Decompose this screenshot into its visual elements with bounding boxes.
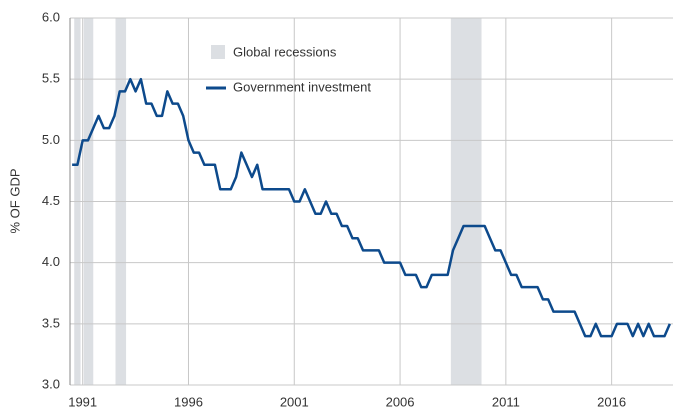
legend-swatch bbox=[211, 45, 225, 59]
y-tick-label: 6.0 bbox=[42, 9, 60, 24]
x-tick-label: 2016 bbox=[597, 394, 626, 409]
x-tick-label: 1996 bbox=[174, 394, 203, 409]
y-tick-label: 5.5 bbox=[42, 71, 60, 86]
x-tick-label: 1991 bbox=[68, 394, 97, 409]
x-tick-label: 2011 bbox=[492, 394, 520, 409]
y-tick-label: 5.0 bbox=[42, 132, 60, 147]
y-axis-label: % OF GDP bbox=[7, 168, 22, 233]
y-tick-label: 4.5 bbox=[42, 193, 60, 208]
legend-label: Global recessions bbox=[233, 44, 337, 59]
data-line bbox=[72, 77, 671, 338]
x-tick-label: 2006 bbox=[386, 394, 415, 409]
y-tick-label: 4.0 bbox=[42, 254, 60, 269]
y-tick-label: 3.5 bbox=[42, 315, 60, 330]
x-tick-label: 2001 bbox=[280, 394, 309, 409]
legend-label: Government investment bbox=[233, 79, 371, 94]
y-tick-label: 3.0 bbox=[42, 376, 60, 391]
